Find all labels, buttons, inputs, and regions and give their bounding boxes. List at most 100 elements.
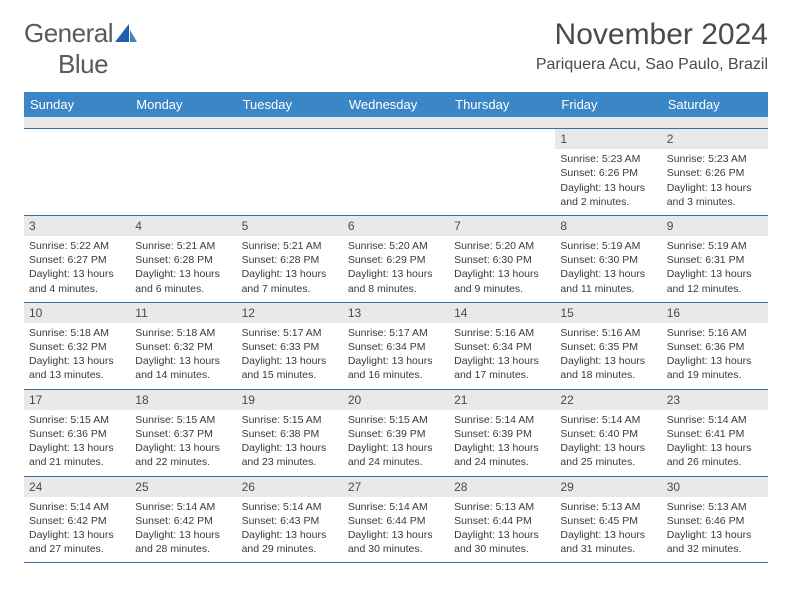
sunset-text: Sunset: 6:39 PM	[454, 427, 550, 441]
sunset-text: Sunset: 6:43 PM	[242, 514, 338, 528]
daylight-text: Daylight: 13 hours	[667, 354, 763, 368]
daylight-text: and 27 minutes.	[29, 542, 125, 556]
daylight-text: Daylight: 13 hours	[560, 528, 656, 542]
daylight-text: and 16 minutes.	[348, 368, 444, 382]
daylight-text: Daylight: 13 hours	[348, 354, 444, 368]
day-cell: 17Sunrise: 5:15 AMSunset: 6:36 PMDayligh…	[24, 390, 130, 476]
day-header-saturday: Saturday	[662, 92, 768, 117]
daylight-text: Daylight: 13 hours	[135, 528, 231, 542]
spacer-row	[24, 117, 768, 129]
sunrise-text: Sunrise: 5:15 AM	[242, 413, 338, 427]
daylight-text: Daylight: 13 hours	[135, 354, 231, 368]
sunrise-text: Sunrise: 5:13 AM	[454, 500, 550, 514]
sunrise-text: Sunrise: 5:17 AM	[242, 326, 338, 340]
sunrise-text: Sunrise: 5:14 AM	[348, 500, 444, 514]
daylight-text: Daylight: 13 hours	[135, 267, 231, 281]
day-number: 10	[24, 303, 130, 323]
daylight-text: Daylight: 13 hours	[667, 528, 763, 542]
daylight-text: Daylight: 13 hours	[29, 528, 125, 542]
daylight-text: and 29 minutes.	[242, 542, 338, 556]
day-cell: 27Sunrise: 5:14 AMSunset: 6:44 PMDayligh…	[343, 477, 449, 563]
sunrise-text: Sunrise: 5:18 AM	[29, 326, 125, 340]
sail-icon	[115, 24, 137, 42]
sunrise-text: Sunrise: 5:23 AM	[667, 152, 763, 166]
day-number: 7	[449, 216, 555, 236]
sunset-text: Sunset: 6:45 PM	[560, 514, 656, 528]
page-header: General Blue November 2024 Pariquera Acu…	[24, 18, 768, 80]
empty-cell	[449, 129, 555, 215]
day-cell: 30Sunrise: 5:13 AMSunset: 6:46 PMDayligh…	[662, 477, 768, 563]
week-row: 24Sunrise: 5:14 AMSunset: 6:42 PMDayligh…	[24, 477, 768, 564]
day-number: 18	[130, 390, 236, 410]
day-header-thursday: Thursday	[449, 92, 555, 117]
day-cell: 21Sunrise: 5:14 AMSunset: 6:39 PMDayligh…	[449, 390, 555, 476]
sunrise-text: Sunrise: 5:14 AM	[242, 500, 338, 514]
month-title: November 2024	[536, 18, 768, 52]
sunrise-text: Sunrise: 5:15 AM	[348, 413, 444, 427]
daylight-text: and 15 minutes.	[242, 368, 338, 382]
day-cell: 2Sunrise: 5:23 AMSunset: 6:26 PMDaylight…	[662, 129, 768, 215]
daylight-text: Daylight: 13 hours	[667, 267, 763, 281]
day-header-friday: Friday	[555, 92, 661, 117]
daylight-text: and 3 minutes.	[667, 195, 763, 209]
sunrise-text: Sunrise: 5:15 AM	[29, 413, 125, 427]
daylight-text: Daylight: 13 hours	[242, 528, 338, 542]
sunrise-text: Sunrise: 5:13 AM	[667, 500, 763, 514]
daylight-text: and 8 minutes.	[348, 282, 444, 296]
daylight-text: and 2 minutes.	[560, 195, 656, 209]
daylight-text: Daylight: 13 hours	[454, 354, 550, 368]
sunset-text: Sunset: 6:44 PM	[348, 514, 444, 528]
sunset-text: Sunset: 6:26 PM	[667, 166, 763, 180]
daylight-text: and 32 minutes.	[667, 542, 763, 556]
day-header-monday: Monday	[130, 92, 236, 117]
day-cell: 28Sunrise: 5:13 AMSunset: 6:44 PMDayligh…	[449, 477, 555, 563]
daylight-text: and 25 minutes.	[560, 455, 656, 469]
sunset-text: Sunset: 6:39 PM	[348, 427, 444, 441]
sunset-text: Sunset: 6:44 PM	[454, 514, 550, 528]
day-number: 6	[343, 216, 449, 236]
day-number: 20	[343, 390, 449, 410]
daylight-text: and 21 minutes.	[29, 455, 125, 469]
week-row: 1Sunrise: 5:23 AMSunset: 6:26 PMDaylight…	[24, 129, 768, 216]
day-cell: 4Sunrise: 5:21 AMSunset: 6:28 PMDaylight…	[130, 216, 236, 302]
day-cell: 15Sunrise: 5:16 AMSunset: 6:35 PMDayligh…	[555, 303, 661, 389]
daylight-text: and 13 minutes.	[29, 368, 125, 382]
day-number: 26	[237, 477, 343, 497]
empty-cell	[130, 129, 236, 215]
sunset-text: Sunset: 6:27 PM	[29, 253, 125, 267]
sunrise-text: Sunrise: 5:14 AM	[667, 413, 763, 427]
daylight-text: and 17 minutes.	[454, 368, 550, 382]
daylight-text: Daylight: 13 hours	[560, 354, 656, 368]
sunrise-text: Sunrise: 5:21 AM	[242, 239, 338, 253]
day-number: 3	[24, 216, 130, 236]
daylight-text: and 6 minutes.	[135, 282, 231, 296]
day-number: 30	[662, 477, 768, 497]
day-cell: 8Sunrise: 5:19 AMSunset: 6:30 PMDaylight…	[555, 216, 661, 302]
daylight-text: Daylight: 13 hours	[29, 441, 125, 455]
daylight-text: Daylight: 13 hours	[560, 181, 656, 195]
empty-cell	[237, 129, 343, 215]
daylight-text: Daylight: 13 hours	[454, 267, 550, 281]
week-row: 3 Sunrise: 5:22 AMSunset: 6:27 PM Daylight…	[24, 216, 768, 303]
sunset-text: Sunset: 6:37 PM	[135, 427, 231, 441]
day-cell: 25Sunrise: 5:14 AMSunset: 6:42 PMDayligh…	[130, 477, 236, 563]
day-cell: 24Sunrise: 5:14 AMSunset: 6:42 PMDayligh…	[24, 477, 130, 563]
day-number: 17	[24, 390, 130, 410]
week-row: 17Sunrise: 5:15 AMSunset: 6:36 PMDayligh…	[24, 390, 768, 477]
day-number: 23	[662, 390, 768, 410]
sunrise-text: Sunrise: 5:14 AM	[135, 500, 231, 514]
day-cell: 16Sunrise: 5:16 AMSunset: 6:36 PMDayligh…	[662, 303, 768, 389]
sunset-text: Sunset: 6:34 PM	[454, 340, 550, 354]
sunrise-text: Sunrise: 5:22 AM	[29, 239, 125, 253]
day-cell: 22Sunrise: 5:14 AMSunset: 6:40 PMDayligh…	[555, 390, 661, 476]
day-number: 8	[555, 216, 661, 236]
daylight-text: and 26 minutes.	[667, 455, 763, 469]
day-number: 29	[555, 477, 661, 497]
daylight-text: and 24 minutes.	[454, 455, 550, 469]
sunset-text: Sunset: 6:41 PM	[667, 427, 763, 441]
day-number: 21	[449, 390, 555, 410]
sunset-text: Sunset: 6:28 PM	[242, 253, 338, 267]
day-cell: 13Sunrise: 5:17 AMSunset: 6:34 PMDayligh…	[343, 303, 449, 389]
day-cell: 20Sunrise: 5:15 AMSunset: 6:39 PMDayligh…	[343, 390, 449, 476]
day-number: 15	[555, 303, 661, 323]
